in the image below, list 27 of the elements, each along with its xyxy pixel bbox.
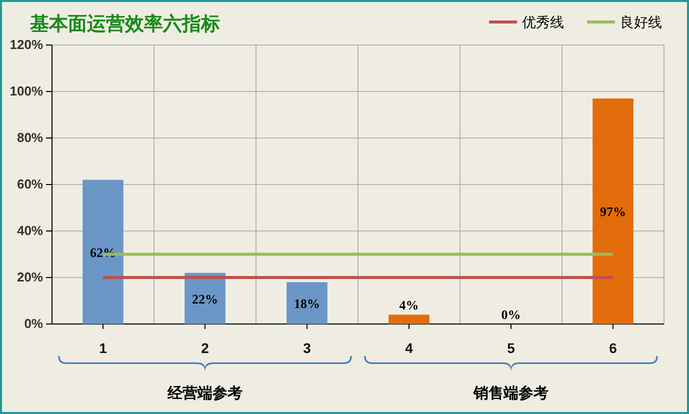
y-tick-label: 20%	[16, 270, 44, 285]
x-tick-label: 6	[609, 340, 618, 356]
bar	[592, 98, 634, 324]
x-tick-label: 5	[507, 340, 516, 356]
text: 销售端参考	[472, 384, 548, 402]
y-tick-label: 0%	[24, 316, 44, 332]
legend-label: 优秀线	[522, 15, 564, 31]
bar	[388, 314, 430, 324]
y-tick-label: 100%	[10, 84, 44, 99]
y-tick-label: 60%	[16, 176, 44, 192]
data-label: 18%	[294, 296, 320, 312]
chart-title: 基本面运营效率六指标	[29, 13, 220, 35]
data-label: 4%	[399, 298, 419, 313]
legend-label: 良好线	[620, 15, 662, 31]
data-label: 0%	[501, 307, 521, 322]
x-tick-label: 3	[303, 340, 312, 356]
bar	[82, 180, 124, 324]
x-tick-label: 1	[99, 340, 108, 356]
x-tick-label: 4	[405, 340, 414, 356]
x-tick-label: 2	[201, 340, 210, 356]
y-tick-label: 120%	[10, 37, 44, 52]
text: 经营端参考	[166, 384, 242, 402]
y-tick-label: 80%	[16, 130, 44, 146]
data-label: 97%	[600, 204, 626, 220]
bar	[286, 282, 328, 324]
data-label: 22%	[192, 291, 218, 306]
y-tick-label: 40%	[16, 223, 44, 238]
